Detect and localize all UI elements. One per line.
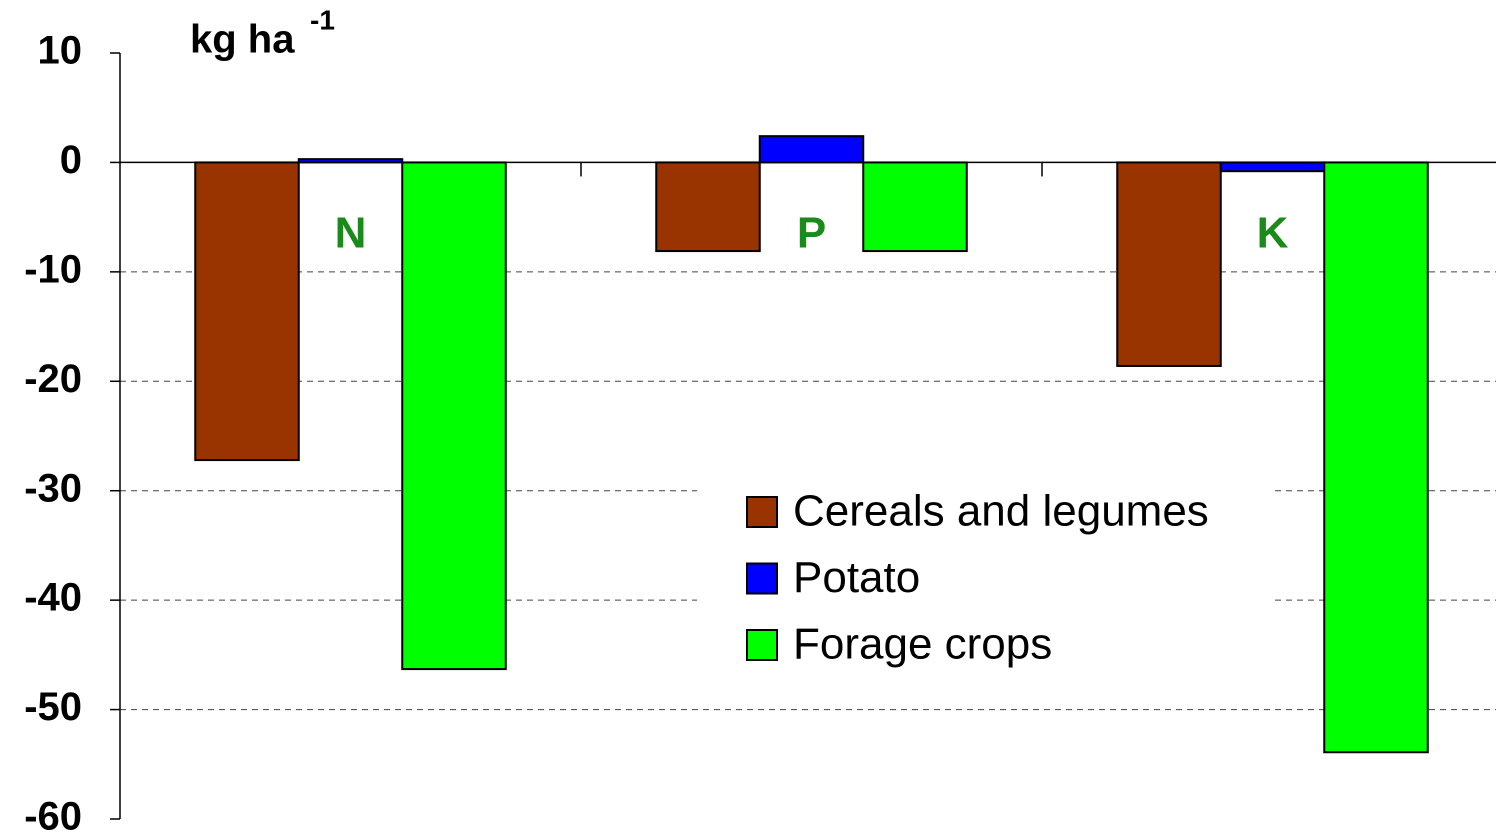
category-label: N bbox=[335, 209, 367, 258]
y-tick-label: -50 bbox=[24, 685, 82, 729]
legend-label: Cereals and legumes bbox=[793, 487, 1209, 536]
y-tick-label: 0 bbox=[60, 138, 82, 182]
category-label: P bbox=[797, 209, 826, 258]
y-axis-label-superscript: -1 bbox=[310, 4, 335, 35]
bar bbox=[862, 161, 968, 253]
legend-swatch bbox=[746, 562, 778, 595]
bar bbox=[758, 135, 865, 164]
legend-label: Forage crops bbox=[793, 620, 1052, 669]
y-tick-label: -40 bbox=[24, 576, 82, 620]
legend-swatch bbox=[746, 629, 778, 661]
category-label: K bbox=[1257, 209, 1289, 258]
bar bbox=[1323, 161, 1429, 754]
bar bbox=[1116, 161, 1222, 367]
bar bbox=[401, 161, 507, 671]
y-tick-label: -60 bbox=[24, 795, 82, 835]
legend-background bbox=[697, 472, 1275, 682]
y-tick-label: -10 bbox=[24, 247, 82, 291]
y-axis-label: kg ha bbox=[190, 18, 295, 62]
legend-swatch bbox=[746, 496, 778, 528]
legend-label: Potato bbox=[793, 553, 920, 602]
y-tick-label: -20 bbox=[24, 357, 82, 401]
y-tick-label: -30 bbox=[24, 466, 82, 510]
bar bbox=[194, 161, 300, 462]
bar bbox=[655, 161, 761, 253]
bar bbox=[1219, 161, 1326, 173]
y-tick-label: 10 bbox=[38, 29, 83, 73]
